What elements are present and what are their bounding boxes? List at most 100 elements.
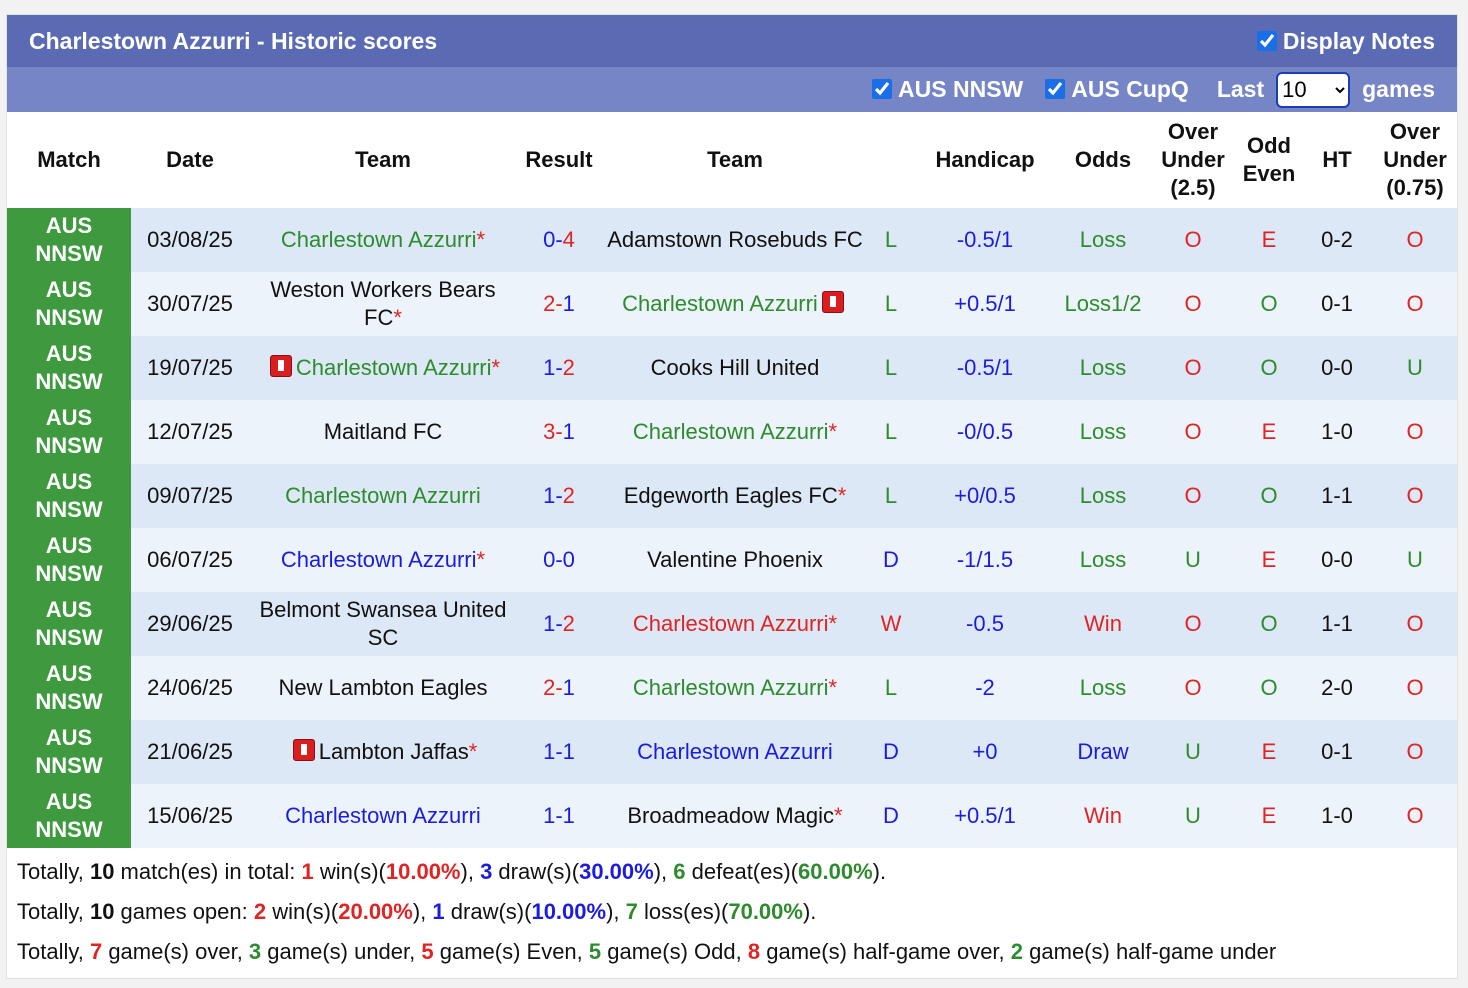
score-part: 3 bbox=[543, 419, 556, 444]
odd-even: O bbox=[1237, 336, 1301, 400]
away-team: Cooks Hill United bbox=[601, 336, 869, 400]
odd-even: O bbox=[1237, 272, 1301, 336]
over-under-ht: O bbox=[1373, 784, 1457, 848]
home-team: Charlestown Azzurri* bbox=[249, 528, 517, 592]
team-note: * bbox=[491, 355, 501, 380]
result: 0-4 bbox=[517, 208, 601, 272]
summary-segment: ). bbox=[872, 859, 887, 884]
handicap: +0.5/1 bbox=[913, 784, 1057, 848]
team-name: Charlestown Azzurri bbox=[632, 419, 829, 444]
score-part: - bbox=[555, 419, 563, 444]
summary-segment: ). bbox=[802, 899, 817, 924]
half-time: 2-0 bbox=[1301, 656, 1373, 720]
team-name: Edgeworth Eagles FC bbox=[623, 483, 838, 508]
handicap: +0 bbox=[913, 720, 1057, 784]
column-header: Result bbox=[517, 112, 601, 208]
over-under: O bbox=[1149, 272, 1237, 336]
display-notes-checkbox[interactable] bbox=[1256, 30, 1277, 51]
handicap: +0/0.5 bbox=[913, 464, 1057, 528]
away-team: Charlestown Azzurri* bbox=[601, 592, 869, 656]
column-header: Handicap bbox=[913, 112, 1057, 208]
match-date: 06/07/25 bbox=[131, 528, 249, 592]
team-note: * bbox=[834, 803, 843, 828]
red-card-icon bbox=[292, 739, 315, 761]
win-loss: D bbox=[869, 528, 913, 592]
away-team: Charlestown Azzurri* bbox=[601, 656, 869, 720]
game-count-select[interactable]: 10 bbox=[1276, 71, 1351, 108]
over-under-ht: O bbox=[1373, 208, 1457, 272]
score-part: 2 bbox=[562, 355, 575, 380]
summary-segment: 60.00% bbox=[798, 859, 873, 884]
result: 1-1 bbox=[517, 720, 601, 784]
team-name: Cooks Hill United bbox=[650, 355, 820, 380]
half-time: 0-1 bbox=[1301, 720, 1373, 784]
team-name: Charlestown Azzurri bbox=[295, 355, 492, 380]
match-date: 12/07/25 bbox=[131, 400, 249, 464]
match-date: 24/06/25 bbox=[131, 656, 249, 720]
result: 1-1 bbox=[517, 784, 601, 848]
match-league: AUS NNSW bbox=[7, 464, 131, 528]
summary-segment: 5 bbox=[421, 939, 434, 964]
team-note: * bbox=[476, 547, 486, 572]
summary-segment: 5 bbox=[588, 939, 602, 964]
match-date: 29/06/25 bbox=[131, 592, 249, 656]
handicap: -0.5/1 bbox=[913, 208, 1057, 272]
match-row: AUS NNSW 09/07/25 Charlestown Azzurri 1-2 Ed… bbox=[7, 464, 1457, 528]
league-checkbox[interactable] bbox=[1045, 79, 1066, 99]
summary-segment: 10.00% bbox=[385, 859, 461, 884]
score-part: 1 bbox=[543, 483, 556, 508]
home-team: Lambton Jaffas* bbox=[249, 720, 517, 784]
score-part: 1 bbox=[562, 419, 575, 444]
odd-even: E bbox=[1237, 720, 1301, 784]
summary-segment: ), bbox=[653, 859, 674, 884]
summary-segment: loss(es)( bbox=[637, 899, 729, 924]
team-name: Charlestown Azzurri bbox=[622, 291, 818, 316]
over-under-ht: U bbox=[1373, 336, 1457, 400]
over-under: O bbox=[1149, 336, 1237, 400]
odds-result: Loss bbox=[1057, 400, 1149, 464]
match-row: AUS NNSW 24/06/25 New Lambton Eagles 2-1 Cha… bbox=[7, 656, 1457, 720]
team-name: Adamstown Rosebuds FC bbox=[607, 227, 863, 252]
over-under: O bbox=[1149, 592, 1237, 656]
score-part: 4 bbox=[562, 227, 575, 252]
odds-result: Draw bbox=[1057, 720, 1149, 784]
table-body: AUS NNSW 03/08/25 Charlestown Azzurri* 0-4 A… bbox=[7, 208, 1457, 848]
away-team: Charlestown Azzurri bbox=[601, 720, 869, 784]
team-note: * bbox=[393, 305, 402, 330]
score-part: - bbox=[555, 355, 563, 380]
scores-panel: Charlestown Azzurri - Historic scores Di… bbox=[6, 14, 1458, 979]
column-header: Match bbox=[7, 112, 131, 208]
half-time: 1-1 bbox=[1301, 464, 1373, 528]
score-part: - bbox=[555, 611, 563, 636]
league-checkbox[interactable] bbox=[872, 79, 893, 99]
odd-even: O bbox=[1237, 656, 1301, 720]
half-time: 0-1 bbox=[1301, 272, 1373, 336]
display-notes-toggle[interactable]: Display Notes bbox=[1256, 28, 1435, 55]
handicap: -0.5 bbox=[913, 592, 1057, 656]
summary: Totally, 10 match(es) in total: 1 win(s)… bbox=[7, 848, 1457, 978]
over-under: O bbox=[1149, 656, 1237, 720]
match-league: AUS NNSW bbox=[7, 784, 131, 848]
odd-even: E bbox=[1237, 528, 1301, 592]
match-date: 21/06/25 bbox=[131, 720, 249, 784]
away-team: Adamstown Rosebuds FC bbox=[601, 208, 869, 272]
title-bar: Charlestown Azzurri - Historic scores Di… bbox=[7, 15, 1457, 67]
summary-segment: 3 bbox=[480, 859, 493, 884]
win-loss: L bbox=[869, 272, 913, 336]
result: 2-1 bbox=[517, 656, 601, 720]
league-filter[interactable]: AUS NNSW bbox=[872, 76, 1023, 102]
score-part: 1 bbox=[543, 739, 556, 764]
home-team: Charlestown Azzurri bbox=[249, 464, 517, 528]
home-team: Belmont Swansea United SC bbox=[249, 592, 517, 656]
league-filter[interactable]: AUS CupQ bbox=[1045, 76, 1189, 102]
score-part: - bbox=[555, 739, 563, 764]
summary-segment: ), bbox=[606, 899, 626, 924]
match-league: AUS NNSW bbox=[7, 400, 131, 464]
handicap: -1/1.5 bbox=[913, 528, 1057, 592]
match-row: AUS NNSW 19/07/25 Charlestown Azzurri* 1-2 C… bbox=[7, 336, 1457, 400]
away-team: Valentine Phoenix bbox=[601, 528, 869, 592]
summary-segment: game(s) Odd, bbox=[601, 939, 748, 964]
result: 1-2 bbox=[517, 592, 601, 656]
odds-result: Win bbox=[1057, 784, 1149, 848]
